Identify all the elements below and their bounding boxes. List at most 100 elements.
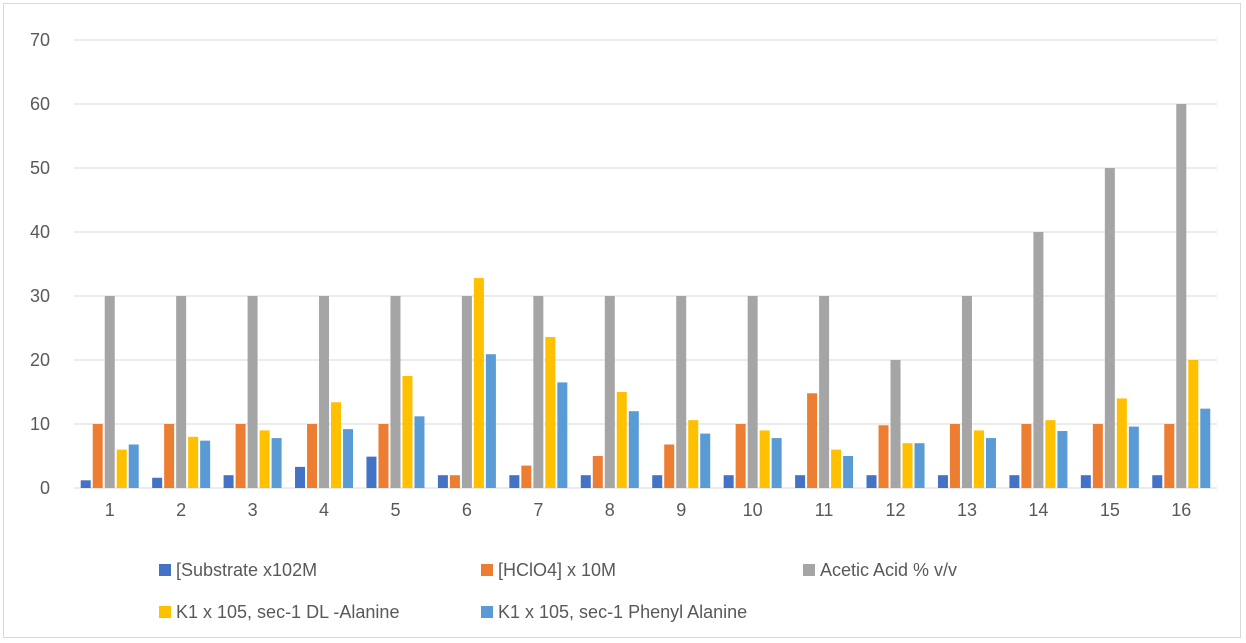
bar (449, 475, 460, 488)
x-tick-label: 15 (1100, 500, 1120, 520)
bar (521, 465, 532, 488)
bar (1176, 104, 1187, 488)
bar (723, 475, 734, 488)
bar (378, 424, 389, 488)
legend-swatch (803, 564, 815, 576)
bar (652, 475, 663, 488)
bar (973, 430, 984, 488)
bar (533, 296, 544, 488)
bar (307, 424, 318, 488)
bar (1104, 168, 1115, 488)
bar (759, 430, 770, 488)
bar (295, 466, 306, 488)
bar (259, 430, 270, 488)
bar (676, 296, 687, 488)
bar (1128, 426, 1139, 488)
bar (176, 296, 187, 488)
legend-swatch (159, 564, 171, 576)
x-tick-label: 6 (462, 500, 472, 520)
x-axis-tick-labels: 1 2 3 4 5 6 7 8 9 10 11 12 13 14 15 16 (105, 500, 1192, 520)
x-tick-label: 11 (815, 500, 834, 520)
y-tick-label: 60 (30, 94, 50, 114)
bar (223, 475, 234, 488)
bar (1080, 475, 1091, 488)
bar (771, 438, 782, 488)
x-tick-label: 4 (319, 500, 329, 520)
bar (1116, 398, 1127, 488)
bar (545, 336, 556, 488)
bar (1092, 424, 1103, 488)
bar (128, 444, 139, 488)
bar (390, 296, 401, 488)
y-tick-label: 20 (30, 350, 50, 370)
legend-label: [Substrate x102M (176, 560, 317, 580)
bar (831, 449, 842, 488)
y-tick-label: 10 (30, 414, 50, 434)
y-tick-label: 70 (30, 30, 50, 50)
bar (914, 443, 925, 488)
bar (1164, 424, 1175, 488)
bar (1045, 420, 1056, 488)
bar (1152, 475, 1163, 488)
bar (557, 382, 568, 488)
bar (700, 433, 711, 488)
legend-swatch (159, 606, 171, 618)
bar (1009, 475, 1020, 488)
bars (80, 104, 1211, 488)
legend: [Substrate x102M [HClO4] x 10M Acetic Acid… (159, 560, 957, 622)
bar (473, 278, 484, 488)
bar (890, 360, 901, 488)
bar (580, 475, 591, 488)
x-tick-label: 14 (1028, 500, 1048, 520)
bar (866, 475, 877, 488)
bar (437, 475, 448, 488)
y-axis-tick-labels: 0 10 20 30 40 50 60 70 (30, 30, 50, 498)
legend-label: [HClO4] x 10M (498, 560, 616, 580)
y-tick-label: 30 (30, 286, 50, 306)
bar (1033, 232, 1044, 488)
y-tick-label: 50 (30, 158, 50, 178)
x-tick-label: 16 (1171, 500, 1191, 520)
legend-label: K1 x 105, sec-1 Phenyl Alanine (498, 602, 747, 622)
gridlines (74, 39, 1217, 489)
bar (1200, 408, 1211, 488)
x-tick-label: 8 (605, 500, 615, 520)
bar (319, 296, 330, 488)
bar (902, 443, 913, 488)
legend-swatch (481, 606, 493, 618)
bar (152, 477, 163, 488)
bar (1021, 424, 1032, 488)
legend-swatch (481, 564, 493, 576)
legend-label: K1 x 105, sec-1 DL -Alanine (176, 602, 399, 622)
bar (688, 420, 699, 488)
x-tick-label: 7 (533, 500, 543, 520)
bar (795, 475, 806, 488)
bar (807, 393, 818, 488)
x-tick-label: 9 (676, 500, 686, 520)
bar (402, 376, 413, 488)
bar (92, 424, 103, 488)
bar (843, 456, 854, 488)
bar (485, 354, 496, 488)
bar (104, 296, 115, 488)
bar (414, 416, 425, 488)
bar (331, 402, 342, 488)
bar (164, 424, 175, 488)
bar (937, 475, 948, 488)
bar (616, 392, 627, 488)
bar (592, 456, 603, 488)
bar (1188, 360, 1199, 488)
bar (604, 296, 615, 488)
x-tick-label: 1 (105, 500, 115, 520)
bar (461, 296, 472, 488)
x-tick-label: 12 (886, 500, 906, 520)
x-tick-label: 2 (176, 500, 186, 520)
bar (747, 296, 758, 488)
bar (819, 296, 830, 488)
bar (664, 444, 675, 488)
y-tick-label: 40 (30, 222, 50, 242)
bar (188, 436, 199, 488)
bar (235, 424, 246, 488)
x-tick-label: 3 (248, 500, 258, 520)
